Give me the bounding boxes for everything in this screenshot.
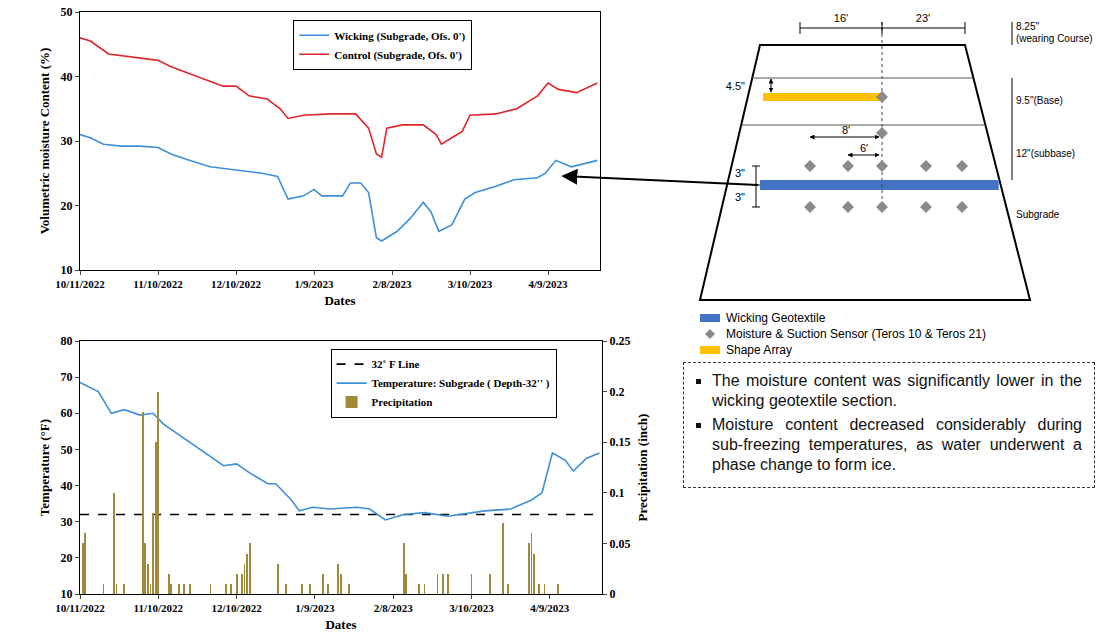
svg-text:1/9/2023: 1/9/2023 [295, 602, 335, 614]
svg-text:40: 40 [61, 70, 73, 84]
svg-text:16': 16' [834, 12, 848, 24]
svg-text:60: 60 [61, 406, 73, 420]
svg-text:6': 6' [860, 142, 868, 154]
svg-text:Moisture & Suction Sensor (Ter: Moisture & Suction Sensor (Teros 10 & Te… [726, 327, 986, 341]
svg-text:30: 30 [61, 134, 73, 148]
svg-text:3": 3" [735, 191, 745, 203]
svg-text:(wearing Course): (wearing Course) [1016, 33, 1093, 44]
svg-text:Precipitation (inch): Precipitation (inch) [635, 414, 650, 522]
svg-text:Wicking Geotextile: Wicking Geotextile [726, 311, 826, 325]
svg-text:40: 40 [61, 479, 73, 493]
svg-text:Subgrade: Subgrade [1016, 209, 1060, 220]
svg-text:10/11/2022: 10/11/2022 [55, 278, 105, 290]
svg-text:Precipitation: Precipitation [372, 396, 433, 408]
svg-text:23': 23' [916, 12, 930, 24]
svg-text:20: 20 [61, 199, 73, 213]
html-text:Moisture content decreased con: Moisture content decreased considerably … [712, 416, 1082, 473]
svg-text:3/10/2023: 3/10/2023 [449, 602, 494, 614]
svg-text:20: 20 [61, 551, 73, 565]
svg-text:8.25": 8.25" [1016, 21, 1039, 32]
svg-text:50: 50 [61, 5, 73, 19]
svg-text:0: 0 [609, 587, 615, 601]
svg-text:Temperature: Subgrade ( Depth-: Temperature: Subgrade ( Depth-32'' ) [372, 377, 550, 390]
svg-text:0.15: 0.15 [609, 435, 630, 449]
svg-text:Dates: Dates [325, 617, 356, 632]
svg-text:Temperature (°F): Temperature (°F) [37, 419, 52, 516]
svg-text:4/9/2023: 4/9/2023 [530, 602, 570, 614]
html-text:The moisture content was signi: The moisture content was significantly l… [712, 372, 1082, 409]
svg-text:70: 70 [61, 370, 73, 384]
svg-text:12"(subbase): 12"(subbase) [1016, 148, 1075, 159]
svg-text:3": 3" [735, 167, 745, 179]
svg-text:0.2: 0.2 [609, 385, 624, 399]
svg-text:Shape Array: Shape Array [726, 343, 792, 357]
svg-text:Wicking (Subgrade, Ofs. 0'): Wicking (Subgrade, Ofs. 0') [334, 30, 465, 43]
svg-text:10/11/2022: 10/11/2022 [55, 602, 105, 614]
svg-text:10: 10 [61, 587, 73, 601]
svg-text:1/9/2023: 1/9/2023 [294, 278, 334, 290]
svg-text:11/10/2022: 11/10/2022 [133, 278, 183, 290]
svg-text:10: 10 [61, 263, 73, 277]
svg-text:4/9/2023: 4/9/2023 [528, 278, 568, 290]
svg-text:12/10/2022: 12/10/2022 [212, 602, 263, 614]
svg-text:80: 80 [61, 334, 73, 348]
svg-text:11/10/2022: 11/10/2022 [134, 602, 184, 614]
svg-text:3/10/2023: 3/10/2023 [448, 278, 493, 290]
svg-text:9.5"(Base): 9.5"(Base) [1016, 95, 1063, 106]
svg-text:50: 50 [61, 443, 73, 457]
svg-text:0.05: 0.05 [609, 537, 630, 551]
svg-text:Volumetric moisture Content (%: Volumetric moisture Content (%) [37, 48, 52, 235]
svg-text:Dates: Dates [324, 293, 355, 308]
svg-text:8': 8' [842, 124, 850, 136]
svg-text:Control (Subgrade, Ofs. 0'): Control (Subgrade, Ofs. 0') [334, 49, 462, 62]
svg-text:32˚ F Line: 32˚ F Line [372, 358, 420, 370]
svg-text:30: 30 [61, 515, 73, 529]
svg-text:2/8/2023: 2/8/2023 [372, 278, 412, 290]
svg-text:0.25: 0.25 [609, 334, 630, 348]
svg-text:0.1: 0.1 [609, 486, 624, 500]
svg-text:2/8/2023: 2/8/2023 [374, 602, 414, 614]
svg-text:4.5": 4.5" [726, 80, 745, 92]
svg-text:12/10/2022: 12/10/2022 [211, 278, 262, 290]
